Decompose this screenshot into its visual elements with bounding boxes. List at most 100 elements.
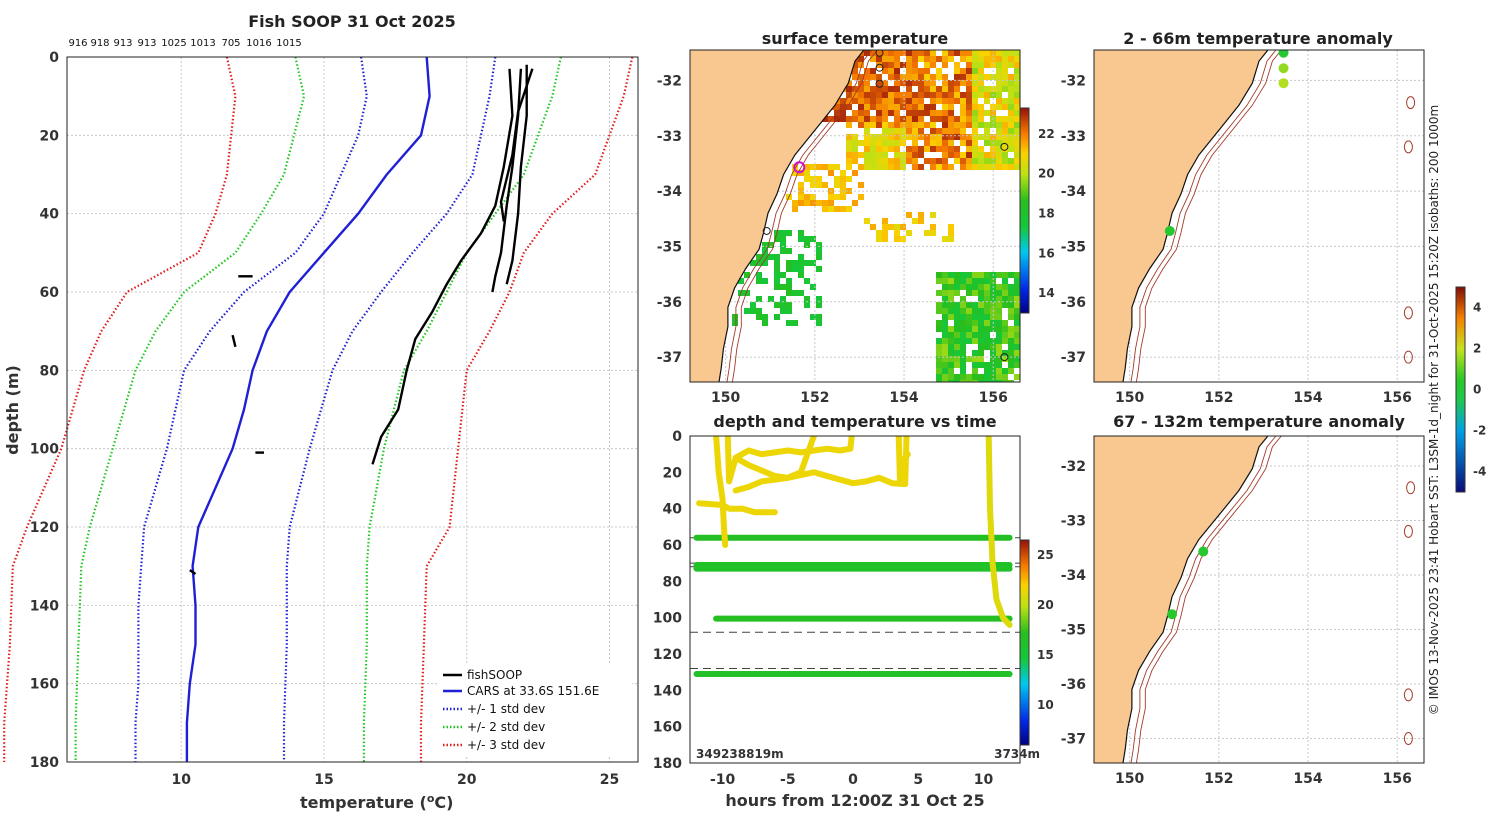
sst-pixel xyxy=(798,290,804,296)
anomaly-colorbar-band xyxy=(1456,321,1465,323)
sst-pixel xyxy=(990,134,996,140)
anomaly-colorbar-band xyxy=(1456,352,1465,354)
anomaly-colorbar-band xyxy=(1456,432,1465,434)
sst-colorbar-band xyxy=(1020,109,1029,111)
sst-pixel xyxy=(972,356,978,362)
sst-pixel xyxy=(978,116,984,122)
sst-pixel xyxy=(900,164,906,170)
depth-time-colorbar-band xyxy=(1020,634,1029,636)
anomaly-colorbar-band xyxy=(1456,442,1465,444)
sst-pixel xyxy=(882,134,888,140)
sst-colorbar-band xyxy=(1020,245,1029,247)
sst-colorbar-band xyxy=(1020,159,1029,161)
sst-pixel xyxy=(948,140,954,146)
sst-pixel xyxy=(930,110,936,116)
sst-pixel xyxy=(972,350,978,356)
sst-colorbar-band xyxy=(1020,310,1029,312)
sst-pixel xyxy=(936,344,942,350)
sst-pixel xyxy=(936,98,942,104)
depth-time-colorbar-band xyxy=(1020,642,1029,644)
sst-pixel xyxy=(882,122,888,128)
anomaly-colorbar-band xyxy=(1456,330,1465,332)
sst-pixel xyxy=(750,308,756,314)
seamount-contour xyxy=(1406,96,1416,110)
sst-pixel xyxy=(996,56,1002,62)
sst-pixel xyxy=(870,134,876,140)
sst-colorbar-band xyxy=(1020,132,1029,134)
sst-pixel xyxy=(972,140,978,146)
sst-pixel xyxy=(912,164,918,170)
anomaly-colorbar-band xyxy=(1456,428,1465,430)
sst-pixel xyxy=(894,164,900,170)
sst-colorbar-band xyxy=(1020,292,1029,294)
anomaly2-title: 67 - 132m temperature anomaly xyxy=(1113,412,1405,431)
sst-pixel xyxy=(960,380,966,382)
anomaly-colorbar-band xyxy=(1456,308,1465,310)
depth-time-colorbar-frame xyxy=(1019,539,1030,746)
sst-colorbar-band xyxy=(1020,174,1029,176)
sst-pixel xyxy=(996,74,1002,80)
sst-pixel xyxy=(960,98,966,104)
anomaly-colorbar-band xyxy=(1456,336,1465,338)
sst-pixel xyxy=(1008,344,1014,350)
sst-pixel xyxy=(1014,50,1020,56)
sst-pixel xyxy=(732,314,738,320)
sst-pixel xyxy=(852,134,858,140)
sst-pixel xyxy=(810,314,816,320)
sst-pixel xyxy=(966,68,972,74)
sst-pixel xyxy=(990,302,996,308)
sst-pixel xyxy=(930,122,936,128)
profile-ytick: 100 xyxy=(30,442,59,458)
depth-time-colorbar-band xyxy=(1020,566,1029,568)
sst-pixel xyxy=(948,362,954,368)
top-label: 705 xyxy=(221,38,240,49)
depth-time-colorbar-band xyxy=(1020,651,1029,653)
sst-pixel xyxy=(936,134,942,140)
anomaly-colorbar-band xyxy=(1456,453,1465,455)
sst-pixel xyxy=(990,74,996,80)
sst-pixel xyxy=(876,98,882,104)
anomaly-colorbar-band xyxy=(1456,291,1465,293)
sst-colorbar-band xyxy=(1020,168,1029,170)
sst-colorbar-band xyxy=(1020,267,1029,269)
depth-time-colorbar-band xyxy=(1020,727,1029,729)
anomaly-colorbar-band xyxy=(1456,440,1465,442)
depth-time-colorbar-band xyxy=(1020,740,1029,742)
sst-colorbar-band xyxy=(1020,301,1029,303)
depth-time-ytick: 100 xyxy=(653,611,682,627)
map-ytick: -33 xyxy=(657,129,682,145)
sst-pixel xyxy=(858,164,864,170)
anomaly1-seamounts xyxy=(1403,96,1416,364)
profile-ytick: 80 xyxy=(40,363,60,379)
sst-pixel xyxy=(912,62,918,68)
sst-pixel xyxy=(948,224,954,230)
sst-pixel xyxy=(948,98,954,104)
sst-pixel xyxy=(1008,296,1014,302)
sst-pixel xyxy=(948,374,954,380)
sst-pixel xyxy=(918,80,924,86)
sst-pixel xyxy=(948,146,954,152)
sst-colorbar-band xyxy=(1020,254,1029,256)
depth-time-colorbar-band xyxy=(1020,652,1029,654)
sst-colorbar-band xyxy=(1020,150,1029,152)
anomaly-colorbar-band xyxy=(1456,398,1465,400)
sst-pixel xyxy=(816,248,822,254)
depth-time-colorbar-band xyxy=(1020,549,1029,551)
sst-pixel xyxy=(852,98,858,104)
sst-pixel xyxy=(996,272,1002,278)
depth-time-colorbar-band xyxy=(1020,588,1029,590)
anomaly-colorbar-band xyxy=(1456,451,1465,453)
anomaly-colorbar-band xyxy=(1456,305,1465,307)
sst-pixel xyxy=(864,98,870,104)
sst-pixel xyxy=(846,188,852,194)
sst-colorbar-band xyxy=(1020,196,1029,198)
depth-time-colorbar-band xyxy=(1020,739,1029,741)
sst-pixel xyxy=(1008,380,1014,382)
map-xtick: 156 xyxy=(1383,390,1412,406)
sst-pixel xyxy=(828,116,834,122)
anomaly-colorbar-band xyxy=(1456,354,1465,356)
sst-pixel xyxy=(990,86,996,92)
depth-time-colorbar-band xyxy=(1020,583,1029,585)
anomaly-colorbar-band xyxy=(1456,331,1465,333)
